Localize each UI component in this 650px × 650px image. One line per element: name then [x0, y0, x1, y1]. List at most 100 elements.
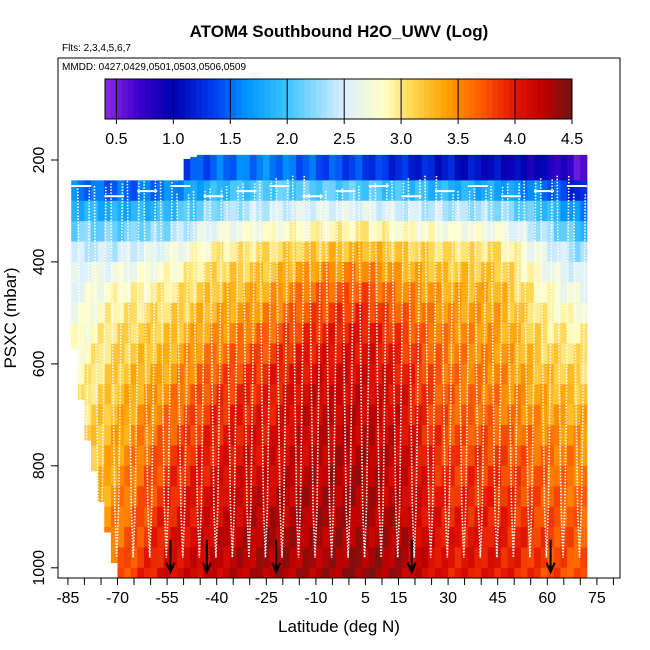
heatmap-cell: [110, 527, 118, 548]
heatmap-cell: [104, 241, 112, 263]
heatmap-cell: [368, 465, 376, 487]
heatmap-cell: [210, 363, 218, 385]
heatmap-cell: [249, 445, 257, 467]
heatmap-cell: [514, 527, 522, 548]
heatmap-cell: [507, 465, 515, 487]
heatmap-cell: [560, 343, 568, 365]
heatmap-cell: [329, 384, 337, 406]
heatmap-cell: [540, 200, 548, 222]
x-tick-label: -25: [255, 590, 278, 607]
heatmap-cell: [415, 221, 423, 242]
heatmap-cell: [170, 425, 178, 446]
heatmap-cell: [249, 527, 257, 548]
heatmap-cell: [395, 261, 403, 283]
heatmap-cell: [428, 241, 436, 263]
heatmap-cell: [560, 547, 568, 569]
heatmap-cell: [461, 404, 469, 426]
heatmap-cell: [104, 221, 112, 242]
heatmap-cell: [467, 506, 475, 528]
heatmap-cell: [553, 445, 561, 467]
heatmap-cell: [183, 425, 191, 446]
colorbar-segment: [133, 79, 140, 119]
heatmap-cell: [368, 343, 376, 365]
heatmap-cell: [481, 154, 489, 181]
heatmap-cell: [322, 154, 330, 181]
heatmap-cell: [236, 221, 244, 242]
colorbar-segment: [446, 79, 453, 119]
heatmap-cell: [124, 323, 132, 344]
heatmap-cell: [262, 241, 270, 263]
heatmap-cell: [434, 323, 442, 344]
heatmap-cell: [130, 282, 138, 304]
heatmap-cell: [183, 527, 191, 548]
profile-trace: [374, 183, 388, 558]
heatmap-cell: [500, 200, 508, 222]
heatmap-cell: [276, 567, 284, 579]
heatmap-cell: [355, 282, 363, 304]
heatmap-cell: [150, 527, 158, 548]
heatmap-cell: [481, 180, 489, 202]
heatmap-cell: [342, 282, 350, 304]
heatmap-cell: [368, 425, 376, 446]
heatmap-cell: [296, 302, 304, 324]
heatmap-cell: [143, 425, 151, 446]
heatmap-cell: [117, 547, 125, 569]
heatmap-cell: [269, 486, 277, 508]
heatmap-cell: [540, 241, 548, 263]
heatmap-cell: [124, 547, 132, 569]
heatmap-cell: [157, 445, 165, 467]
heatmap-cell: [342, 343, 350, 365]
heatmap-cell: [494, 486, 502, 508]
heatmap-cell: [428, 506, 436, 528]
heatmap-cell: [183, 567, 191, 579]
profile-trace: [457, 191, 471, 558]
heatmap-cell: [302, 154, 310, 181]
heatmap-cell: [236, 343, 244, 365]
heatmap-cell: [335, 200, 343, 222]
heatmap-cell: [381, 241, 389, 263]
heatmap-cell: [553, 527, 561, 548]
heatmap-cell: [567, 445, 575, 467]
heatmap-cell: [117, 465, 125, 487]
heatmap-cell: [362, 486, 370, 508]
heatmap-cell: [441, 384, 449, 406]
heatmap-cell: [262, 180, 270, 202]
heatmap-cell: [461, 261, 469, 283]
heatmap-cell: [84, 200, 92, 222]
heatmap-cell: [150, 221, 158, 242]
colorbar-tick-label: 0.5: [105, 131, 127, 148]
heatmap-cell: [289, 567, 297, 579]
heatmap-cell: [329, 323, 337, 344]
heatmap-cell: [534, 154, 542, 181]
heatmap-cell: [434, 465, 442, 487]
heatmap-cell: [117, 200, 125, 222]
colorbar-segment: [258, 79, 265, 119]
heatmap-cell: [534, 221, 542, 242]
heatmap-cell: [362, 221, 370, 242]
heatmap-cell: [461, 282, 469, 304]
heatmap-cell: [77, 221, 85, 242]
heatmap-cell: [315, 180, 323, 202]
heatmap-cell: [434, 282, 442, 304]
heatmap-cell: [177, 241, 185, 263]
heatmap-cell: [461, 200, 469, 222]
heatmap-cell: [421, 261, 429, 283]
heatmap-cell: [448, 465, 456, 487]
heatmap-cell: [560, 241, 568, 263]
heatmap-cell: [454, 465, 462, 487]
heatmap-cell: [553, 425, 561, 446]
colorbar-segment: [327, 79, 334, 119]
heatmap-cell: [540, 154, 548, 181]
heatmap-cell: [415, 154, 423, 181]
heatmap-cell: [289, 343, 297, 365]
heatmap-cell: [110, 241, 118, 263]
heatmap-cell: [262, 567, 270, 579]
heatmap-cell: [580, 180, 588, 202]
heatmap-cell: [262, 282, 270, 304]
heatmap-cell: [381, 261, 389, 283]
heatmap-cell: [421, 445, 429, 467]
heatmap-cell: [249, 343, 257, 365]
heatmap-cell: [157, 567, 165, 579]
heatmap-cell: [236, 445, 244, 467]
heatmap-cell: [507, 200, 515, 222]
